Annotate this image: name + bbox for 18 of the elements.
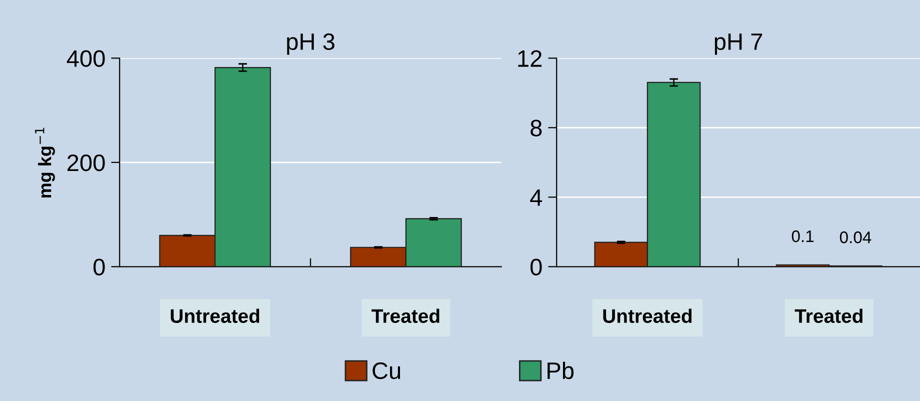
legend-label: Pb bbox=[548, 362, 574, 380]
y-tick-label: 400 bbox=[66, 50, 105, 67]
x-tick-label: Untreated bbox=[170, 308, 260, 323]
data-label: 0.1 bbox=[792, 230, 814, 242]
x-tick-label: Untreated bbox=[603, 308, 692, 323]
x-tick-label: Treated bbox=[372, 308, 440, 323]
chart-title: pH 7 bbox=[714, 34, 762, 55]
y-axis-title: mg kg$^{−1}$ bbox=[34, 128, 55, 198]
y-tick-label: 0 bbox=[530, 258, 542, 276]
y-tick-label: 200 bbox=[68, 154, 105, 172]
y-tick-label: 12 bbox=[518, 50, 542, 67]
y-tick-label: 4 bbox=[530, 189, 542, 206]
x-tick-label: Treated bbox=[794, 308, 862, 323]
chart-title: pH 3 bbox=[287, 33, 334, 55]
data-label: 0.04 bbox=[840, 231, 872, 244]
legend-label: Cu bbox=[372, 362, 400, 380]
y-tick-label: 8 bbox=[530, 120, 542, 136]
y-tick-label: 0 bbox=[94, 258, 105, 276]
